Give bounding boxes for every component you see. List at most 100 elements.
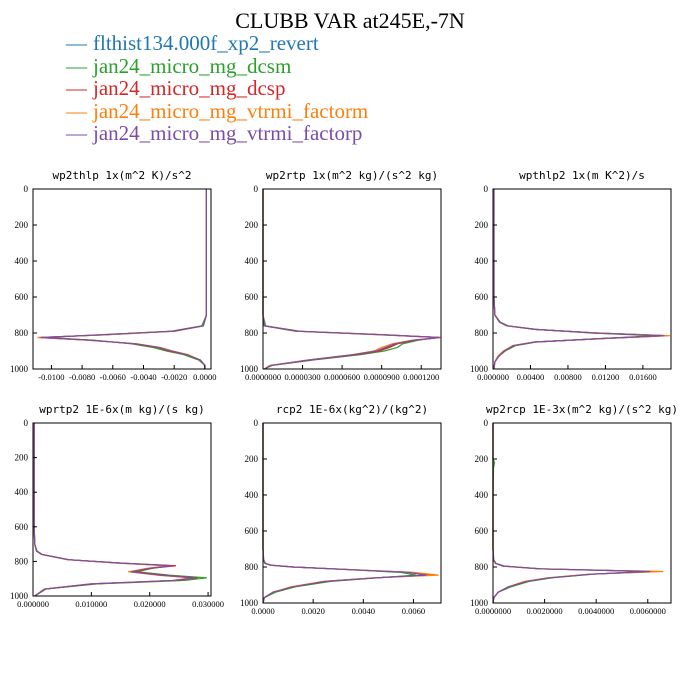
x-tick-label: 0.010000 — [75, 599, 107, 609]
x-tick-label: 0.000000 — [477, 372, 509, 382]
y-tick-label: 1000 — [10, 591, 29, 601]
legend-dash: — — [66, 121, 87, 145]
x-tick-label: 0.0001200 — [403, 372, 439, 382]
y-tick-label: 1000 — [240, 598, 259, 608]
subplot-title: wprtp2 1E-6x(m kg)/(s kg) — [39, 403, 205, 416]
x-tick-label: 0.0000300 — [284, 372, 320, 382]
series-line — [33, 423, 194, 597]
legend-dash: — — [66, 53, 87, 78]
subplot: wp2thlp 1x(m^2 K)/s^2 0 200 400 600 800 1000 -0… — [10, 169, 217, 382]
x-tick-label: 0.0040 — [352, 606, 375, 616]
series-line — [493, 189, 667, 370]
series-line — [33, 423, 192, 597]
x-tick-label: -0.0060 — [100, 372, 126, 382]
y-tick-label: 0 — [484, 418, 489, 428]
subplot: rcp2 1E-6x(kg^2)/(kg^2) 0 200 400 600 800 1000… — [240, 403, 442, 616]
y-tick-label: 400 — [245, 490, 259, 500]
x-tick-label: 0.0000000 — [245, 372, 281, 382]
x-tick-label: 0.0020 — [301, 606, 324, 616]
x-tick-label: 0.00800 — [554, 372, 582, 382]
series-line — [39, 189, 207, 369]
series-line — [33, 423, 207, 597]
series-line — [42, 189, 207, 369]
series-line — [262, 189, 442, 370]
series-line — [493, 189, 665, 370]
y-tick-label: 200 — [15, 220, 29, 230]
legend-label: jan24_micro_mg_vtrmi_factorp — [93, 121, 363, 145]
series-line — [45, 189, 207, 369]
plot-frame — [262, 188, 442, 370]
series-line — [492, 423, 651, 604]
y-tick-label: 400 — [475, 490, 489, 500]
y-tick-label: 600 — [475, 292, 489, 302]
y-tick-label: 1000 — [240, 364, 259, 374]
x-tick-label: -0.0080 — [69, 372, 95, 382]
legend-item: — jan24_micro_mg_vtrmi_factorp — [66, 122, 368, 145]
y-tick-label: 0 — [24, 184, 29, 194]
series-line — [262, 423, 427, 604]
subplot: wprtp2 1E-6x(m kg)/(s kg) 0 200 400 600 800 10… — [10, 403, 224, 609]
legend-item: — jan24_micro_mg_dcsp — [66, 77, 368, 100]
y-tick-label: 600 — [15, 522, 29, 532]
plot-frame — [492, 188, 672, 370]
chart-title: CLUBB VAR at245E,-7N — [235, 8, 465, 33]
subplot: wp2rcp 1E-3x(m^2 kg)/(s^2 kg) 0 200 400 600 8… — [470, 403, 678, 616]
subplot-title: rcp2 1E-6x(kg^2)/(kg^2) — [276, 403, 428, 416]
subplot-title: wp2thlp 1x(m^2 K)/s^2 — [52, 169, 191, 182]
subplot: wpthlp2 1x(m K^2)/s020040060080010000.00… — [470, 169, 672, 382]
y-tick-label: 800 — [15, 328, 29, 338]
series-line — [493, 189, 668, 370]
y-tick-label: 800 — [475, 562, 489, 572]
y-tick-label: 200 — [245, 220, 259, 230]
y-tick-label: 200 — [245, 454, 259, 464]
x-tick-label: 0.0000 — [193, 372, 216, 382]
x-tick-label: 0.01600 — [629, 372, 657, 382]
x-tick-label: 0.0000600 — [324, 372, 360, 382]
legend-label: jan24_micro_mg_dcsp — [93, 76, 286, 100]
x-tick-label: 0.0000900 — [364, 372, 400, 382]
legend-item: — jan24_micro_mg_vtrmi_factorm — [66, 98, 369, 123]
legend-label: flthist134.000f_xp2_revert — [93, 31, 319, 55]
legend-dash: — — [66, 31, 87, 55]
y-tick-label: 1000 — [470, 364, 489, 374]
x-tick-label: 0.01200 — [592, 372, 620, 382]
subplot-title: wpthlp2 1x(m K^2)/s — [519, 169, 645, 182]
legend-label: jan24_micro_mg_dcsm — [93, 53, 292, 78]
x-tick-label: 0.0000 — [251, 606, 274, 616]
x-tick-label: -0.0040 — [130, 372, 156, 382]
x-tick-label: 0.020000 — [134, 599, 166, 609]
subplot: wp2rtp 1x(m^2 kg)/(s^2 kg) 0 200 400 600 800 1… — [240, 169, 442, 382]
legend-item: — jan24_micro_mg_dcsm — [66, 53, 368, 78]
x-tick-label: 0.0060000 — [630, 606, 666, 616]
y-tick-label: 400 — [15, 256, 29, 266]
y-tick-label: 0 — [484, 184, 489, 194]
x-tick-label: 0.0040000 — [578, 606, 614, 616]
legend-dash: — — [66, 98, 87, 123]
plot-frame — [32, 422, 212, 597]
subplot-title: wp2rtp 1x(m^2 kg)/(s^2 kg) — [266, 169, 438, 182]
y-tick-label: 0 — [24, 418, 29, 428]
y-tick-label: 200 — [475, 454, 489, 464]
series-line — [262, 423, 417, 604]
series-line — [33, 423, 196, 597]
legend-label: jan24_micro_mg_vtrmi_factorm — [93, 98, 369, 123]
series-line — [40, 189, 207, 369]
y-tick-label: 800 — [245, 328, 259, 338]
x-tick-label: -0.0100 — [38, 372, 64, 382]
y-tick-label: 200 — [15, 453, 29, 463]
y-tick-label: 0 — [254, 184, 259, 194]
y-tick-label: 800 — [245, 562, 259, 572]
x-tick-label: 0.000000 — [17, 599, 49, 609]
x-tick-label: 0.030000 — [192, 599, 224, 609]
legend: — flthist134.000f_xp2_revert — jan24_micro… — [66, 32, 368, 145]
plot-frame — [32, 188, 212, 370]
y-tick-label: 400 — [245, 256, 259, 266]
x-tick-label: 0.0000000 — [475, 606, 511, 616]
legend-dash: — — [66, 76, 87, 100]
series-line — [262, 189, 439, 370]
x-tick-label: 0.00400 — [517, 372, 545, 382]
y-tick-label: 600 — [245, 292, 259, 302]
series-line — [37, 189, 207, 369]
y-tick-label: 0 — [254, 418, 259, 428]
series-line — [493, 189, 671, 370]
